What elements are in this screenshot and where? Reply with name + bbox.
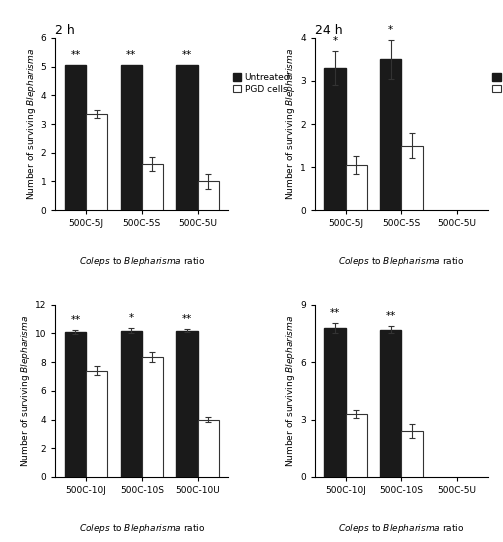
Bar xyxy=(177,65,198,210)
Bar xyxy=(142,357,163,477)
Y-axis label: Number of surviving $\it{Blepharisma}$: Number of surviving $\it{Blepharisma}$ xyxy=(25,48,38,200)
Text: *: * xyxy=(129,313,134,323)
Text: **: ** xyxy=(386,311,396,321)
Bar xyxy=(401,431,423,477)
Y-axis label: Number of surviving $\it{Blepharisma}$: Number of surviving $\it{Blepharisma}$ xyxy=(284,48,297,200)
Bar xyxy=(346,414,367,477)
Text: *: * xyxy=(388,25,393,35)
Text: **: ** xyxy=(70,50,80,60)
Text: $\it{Coleps}$ to $\it{Blepharisma}$ ratio: $\it{Coleps}$ to $\it{Blepharisma}$ rati… xyxy=(78,255,205,268)
Legend: Untreated, PGD cells: Untreated, PGD cells xyxy=(233,73,290,94)
Bar xyxy=(346,165,367,210)
Text: **: ** xyxy=(126,50,136,60)
Y-axis label: Number of surviving $\it{Blepharisma}$: Number of surviving $\it{Blepharisma}$ xyxy=(284,315,297,467)
Bar xyxy=(380,60,401,210)
Text: $\it{Coleps}$ to $\it{Blepharisma}$ ratio: $\it{Coleps}$ to $\it{Blepharisma}$ rati… xyxy=(338,255,465,268)
Text: 2 h: 2 h xyxy=(55,24,75,37)
Legend: Untreated, PGD cells: Untreated, PGD cells xyxy=(492,73,503,94)
Text: **: ** xyxy=(182,50,192,60)
Bar xyxy=(65,332,86,477)
Bar xyxy=(65,65,86,210)
Bar xyxy=(198,420,219,477)
Text: **: ** xyxy=(182,314,192,324)
Bar xyxy=(324,68,346,210)
Text: *: * xyxy=(332,36,338,46)
Bar xyxy=(177,331,198,477)
Bar xyxy=(380,330,401,477)
Y-axis label: Number of surviving $\it{Blepharisma}$: Number of surviving $\it{Blepharisma}$ xyxy=(19,315,32,467)
Text: **: ** xyxy=(70,315,80,325)
Bar xyxy=(86,371,107,477)
Text: $\it{Coleps}$ to $\it{Blepharisma}$ ratio: $\it{Coleps}$ to $\it{Blepharisma}$ rati… xyxy=(338,522,465,535)
Bar xyxy=(198,182,219,210)
Bar xyxy=(142,164,163,210)
Text: 24 h: 24 h xyxy=(315,24,343,37)
Bar xyxy=(86,114,107,210)
Bar xyxy=(121,65,142,210)
Bar xyxy=(121,331,142,477)
Bar xyxy=(401,146,423,210)
Text: $\it{Coleps}$ to $\it{Blepharisma}$ ratio: $\it{Coleps}$ to $\it{Blepharisma}$ rati… xyxy=(78,522,205,535)
Text: **: ** xyxy=(330,308,340,318)
Bar xyxy=(324,328,346,477)
